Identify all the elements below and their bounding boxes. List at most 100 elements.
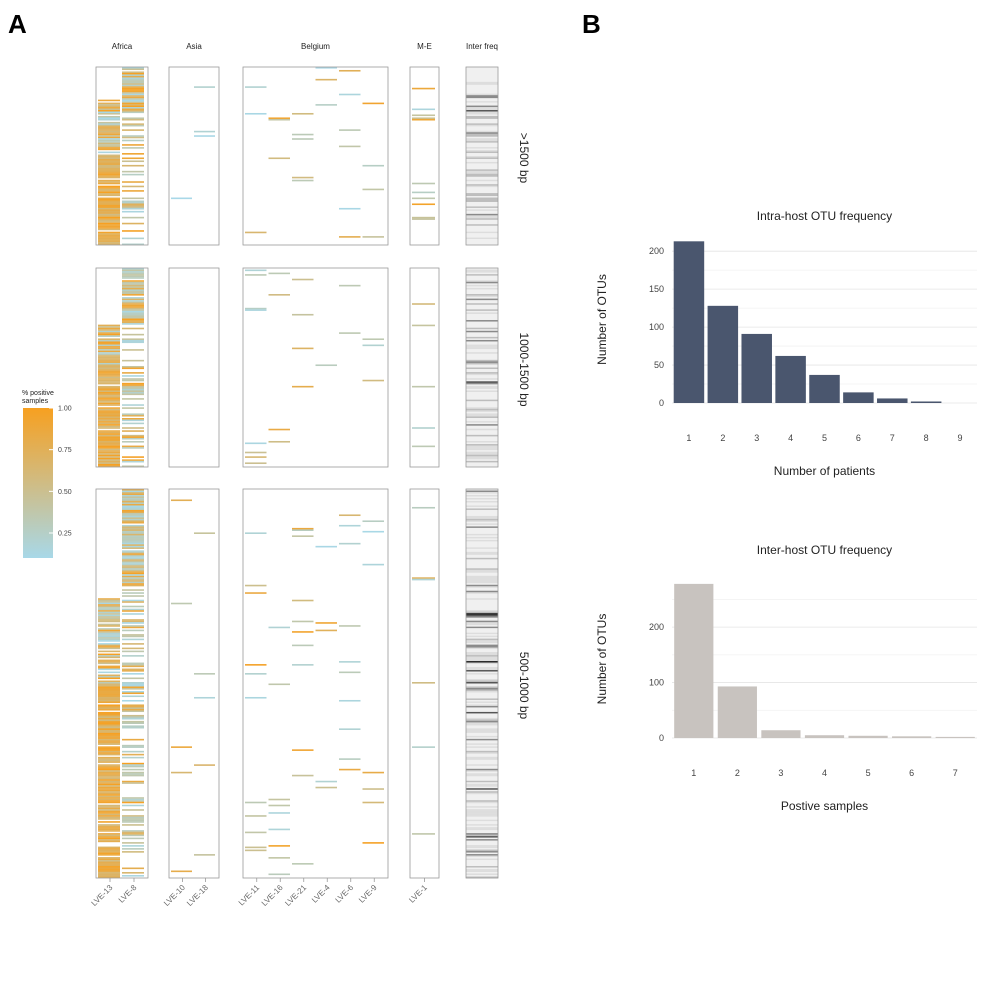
heatmap-cell [98, 224, 120, 226]
inter-freq-cell [466, 421, 498, 423]
heatmap-cell [98, 815, 120, 817]
inter-freq-cell [466, 147, 498, 149]
inter-freq-cell [466, 327, 498, 330]
heatmap-cell [98, 743, 120, 745]
heatmap-cell [122, 517, 144, 520]
heatmap-cell [122, 489, 144, 491]
heatmap-cell [122, 583, 144, 585]
heatmap-cell [98, 161, 120, 164]
heatmap-cell [122, 686, 144, 689]
inter-freq-cell [466, 530, 498, 533]
inter-freq-cell [466, 702, 498, 705]
inter-freq-cell [466, 629, 498, 632]
x-axis-label: Postive samples [781, 799, 868, 813]
heatmap-cell [245, 846, 267, 849]
heatmap-cell [122, 339, 144, 342]
heatmap-cell [122, 111, 144, 114]
heatmap-cell [98, 614, 120, 617]
heatmap-cell [412, 218, 435, 220]
heatmap-cell [98, 124, 120, 127]
inter-freq-cell [466, 283, 498, 286]
heatmap-cell [122, 147, 144, 149]
heatmap-cell [98, 816, 120, 819]
heatmap-cell [98, 338, 120, 341]
heatmap-cell [122, 560, 144, 563]
inter-freq-cell [466, 338, 498, 341]
inter-freq-cell [466, 102, 498, 105]
heatmap-cell [122, 538, 144, 540]
inter-freq-cell [466, 762, 498, 765]
bar [673, 241, 705, 403]
heatmap-cell [122, 580, 144, 582]
inter-freq-cell [466, 87, 498, 90]
inter-freq-cell [466, 804, 498, 807]
inter-freq-cell [466, 391, 498, 394]
inter-freq-cell [466, 175, 498, 178]
inter-freq-cell [466, 572, 498, 575]
inter-freq-cell [466, 126, 498, 129]
bar [877, 398, 908, 403]
heatmap-cell [122, 768, 144, 771]
inter-freq-cell [466, 509, 498, 512]
heatmap-cell [122, 494, 144, 497]
heatmap-cell [122, 333, 144, 336]
heatmap-cell [122, 557, 144, 560]
inter-freq-cell [466, 139, 498, 142]
inter-freq-cell [466, 312, 498, 315]
heatmap-cell [98, 173, 120, 176]
legend-title-1: % positive [22, 390, 54, 397]
heatmap-cell [122, 872, 144, 874]
heatmap-cell [98, 701, 120, 704]
heatmap-cell [245, 815, 267, 817]
inter-freq-cell [466, 723, 498, 726]
inter-freq-cell [466, 551, 498, 554]
inter-freq-cell [466, 825, 498, 828]
inter-freq-cell [466, 526, 498, 529]
y-tick-label: 50 [654, 360, 664, 370]
heatmap-cell [122, 129, 144, 131]
inter-freq-cell [466, 361, 498, 364]
heatmap-cell [98, 791, 120, 793]
heatmap-cell [98, 863, 120, 865]
inter-freq-cell [466, 695, 498, 698]
heatmap-cell [98, 139, 120, 142]
heatmap-cell [98, 130, 120, 133]
heatmap-cell [122, 809, 144, 811]
inter-freq-cell [466, 292, 498, 295]
inter-freq-cell [466, 373, 498, 376]
heatmap-cell [98, 427, 120, 429]
inter-freq-cell [466, 216, 498, 219]
inter-freq-cell [466, 536, 498, 539]
heatmap-cell [98, 107, 120, 109]
inter-freq-cell [466, 370, 498, 373]
inter-freq-cell [466, 151, 498, 154]
inter-freq-cell [466, 172, 498, 175]
heatmap-cell [122, 74, 144, 77]
heatmap-cell [98, 851, 120, 853]
inter-freq-cell [466, 224, 498, 227]
inter-freq-cell [466, 794, 498, 797]
heatmap-cell [122, 765, 144, 768]
heatmap-cell [122, 819, 144, 822]
heatmap-cell [122, 782, 144, 784]
inter-freq-cell [466, 667, 498, 669]
heatmap-cell [339, 728, 361, 730]
inter-freq-cell [466, 619, 498, 621]
heatmap-cell [98, 798, 120, 801]
heatmap-cell [122, 797, 144, 799]
inter-freq-cell [466, 592, 498, 595]
heatmap-cell [98, 713, 120, 716]
heatmap-cell [98, 783, 120, 786]
heatmap-cell [98, 454, 120, 457]
legend-ticks: 1.00 0.75 0.50 0.25 [49, 406, 72, 538]
heatmap-cell [122, 526, 144, 529]
inter-freq-cell [466, 324, 498, 327]
heatmap-cell [98, 836, 120, 838]
inter-freq-cell [466, 602, 498, 605]
inter-freq-cell [466, 577, 498, 580]
inter-freq-cell [466, 240, 498, 243]
heatmap-cell [122, 610, 144, 612]
inter-freq-cell [466, 692, 498, 695]
heatmap-cell [98, 126, 120, 128]
inter-freq-cell [466, 333, 498, 336]
